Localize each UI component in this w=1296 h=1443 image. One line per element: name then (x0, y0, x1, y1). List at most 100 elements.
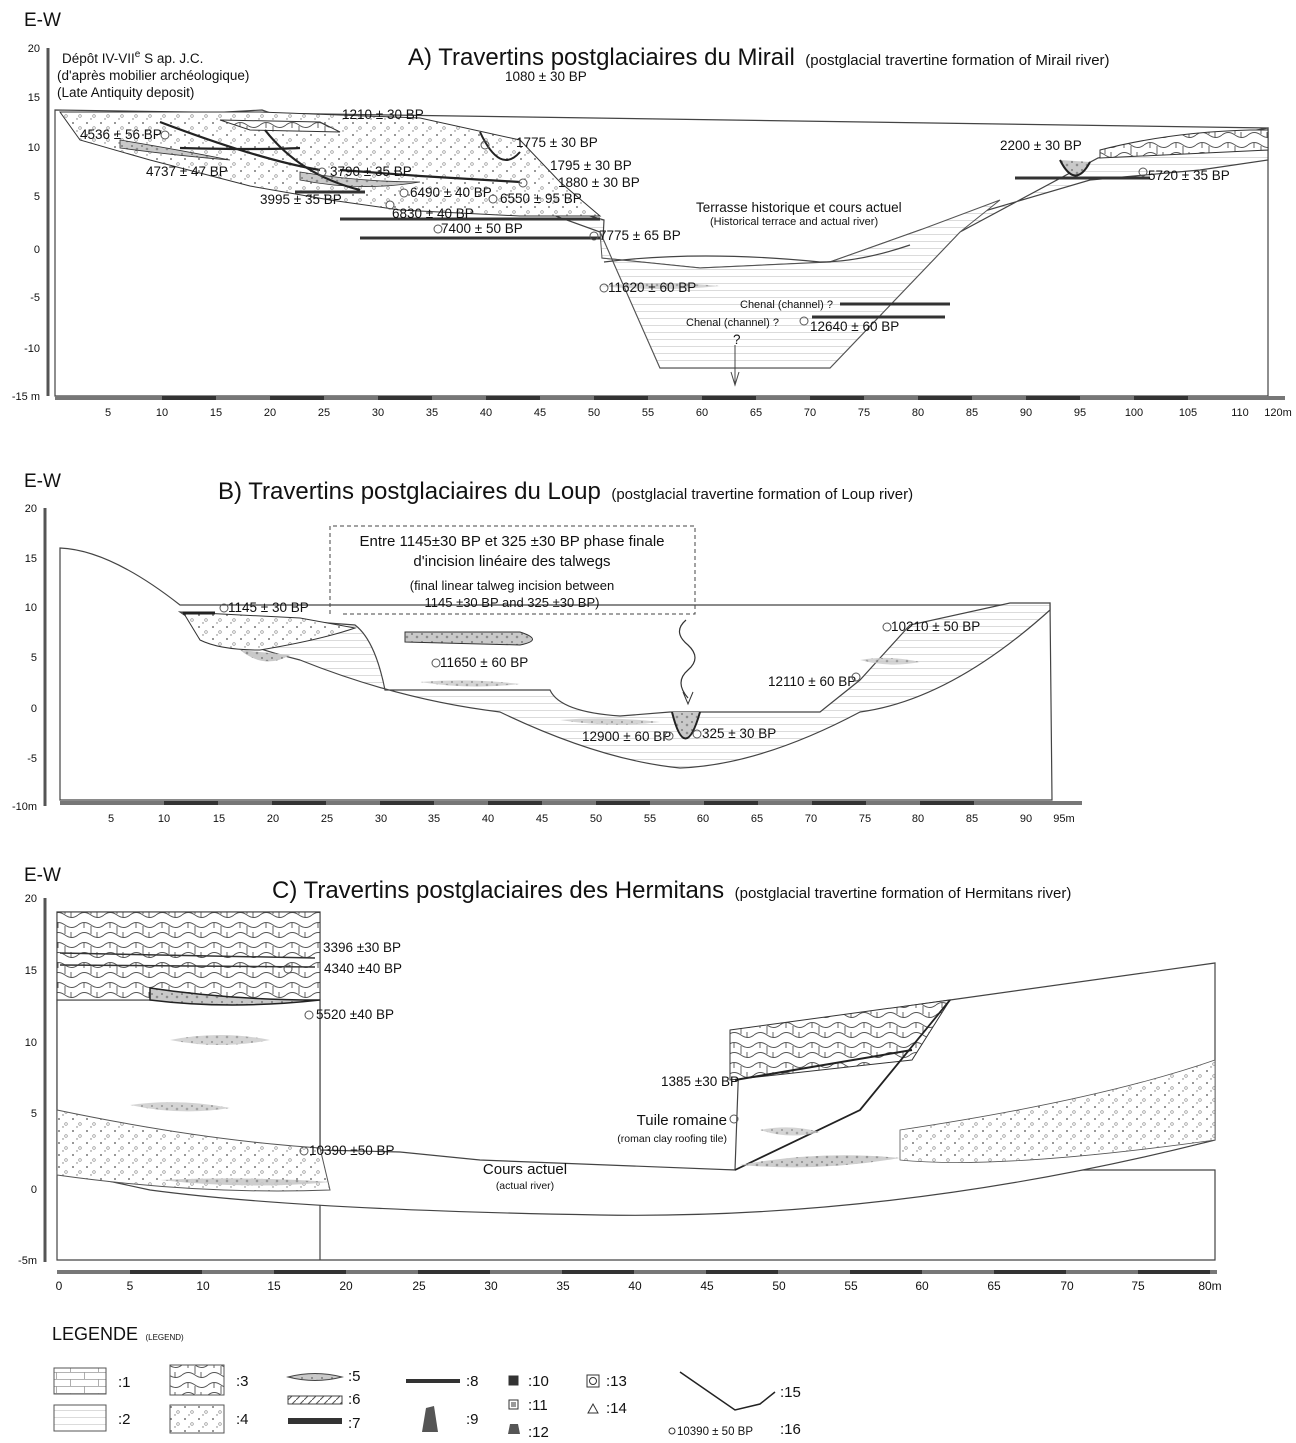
date-label: 3790 ± 35 BP (330, 164, 412, 179)
date-label: 7400 ± 50 BP (441, 221, 523, 236)
date-label: 11650 ± 60 BP (440, 655, 528, 670)
svg-text::14: :14 (606, 1400, 627, 1417)
date-label: 6830 ± 40 BP (392, 206, 474, 221)
panel-c-orientation: E-W (24, 865, 61, 886)
svg-text::2: :2 (118, 1411, 131, 1428)
svg-text:120m: 120m (1264, 407, 1292, 419)
svg-text:1145 ±30 BP and 325 ±30 BP): 1145 ±30 BP and 325 ±30 BP) (425, 595, 600, 610)
svg-text:-5: -5 (30, 292, 40, 304)
svg-text::8: :8 (466, 1373, 479, 1390)
svg-text:50: 50 (588, 407, 600, 419)
date-label: 4536 ± 56 BP (80, 127, 162, 142)
panel-a-terrace (59, 111, 602, 217)
svg-text:15: 15 (267, 1279, 281, 1293)
legend-labels: :1 :2 :3 :4 :5 :6 :7 :8 :9 :10 :11 :12 :… (118, 1368, 801, 1441)
panel-a-dates: 4536 ± 56 BP 4737 ± 47 BP 1210 ± 30 BP 1… (80, 69, 1230, 334)
panel-a-valley (599, 199, 1001, 369)
legend-swatch-fine-sediment (53, 1404, 107, 1432)
svg-text:30: 30 (372, 407, 384, 419)
svg-text:0: 0 (31, 1184, 37, 1196)
svg-text:25: 25 (321, 813, 333, 825)
panel-b-sample-markers (219, 603, 892, 741)
svg-text:95: 95 (1074, 407, 1086, 419)
svg-text:110: 110 (1231, 407, 1249, 419)
date-label: 2200 ± 30 BP (1000, 138, 1082, 153)
date-label: 6550 ± 95 BP (500, 191, 582, 206)
date-label: 12640 ± 60 BP (810, 319, 899, 334)
svg-text:Dépôt IV-VIIe S ap. J.C.: Dépôt IV-VIIe S ap. J.C. (62, 49, 203, 66)
svg-text:-10: -10 (24, 343, 40, 355)
svg-text:(Historical terrace and actual: (Historical terrace and actual river) (710, 216, 878, 228)
date-label: 1775 ± 30 BP (516, 135, 598, 150)
date-label: 1145 ± 30 BP (228, 600, 309, 615)
svg-text:20: 20 (264, 407, 276, 419)
svg-text:95m: 95m (1053, 813, 1074, 825)
svg-text::6: :6 (348, 1391, 361, 1408)
svg-text:15: 15 (28, 92, 40, 104)
svg-text:0: 0 (34, 244, 40, 256)
panel-b-dates: 1145 ± 30 BP 11650 ± 60 BP 12900 ± 60 BP… (228, 600, 980, 744)
date-label: 5520 ±40 BP (316, 1007, 394, 1022)
panel-a-y-axis: 20 15 10 5 0 -5 -10 -15 m (12, 43, 50, 403)
legend-swatch-travertine (169, 1364, 225, 1396)
svg-text:5: 5 (34, 191, 40, 203)
svg-text:50: 50 (772, 1279, 786, 1293)
panel-c-x-ticks: 0 5 10 15 20 25 30 35 40 45 50 55 60 65 … (56, 1279, 1222, 1293)
svg-text::3: :3 (236, 1373, 249, 1390)
svg-text:20: 20 (25, 503, 37, 515)
svg-text:Tuile romaine: Tuile romaine (637, 1112, 727, 1129)
svg-text:-15 m: -15 m (12, 391, 40, 403)
svg-text::9: :9 (466, 1411, 479, 1428)
date-label: 3995 ± 35 BP (260, 192, 342, 207)
svg-text:80: 80 (912, 407, 924, 419)
svg-text::15: :15 (780, 1384, 801, 1401)
svg-text:10: 10 (156, 407, 168, 419)
svg-text:15: 15 (25, 553, 37, 565)
panel-a-orientation: E-W (24, 10, 61, 31)
svg-text:40: 40 (482, 813, 494, 825)
svg-text:5: 5 (31, 652, 37, 664)
svg-text:10: 10 (196, 1279, 210, 1293)
date-label: 1795 ± 30 BP (550, 158, 632, 173)
svg-text:-10m: -10m (12, 801, 37, 813)
svg-text:25: 25 (412, 1279, 426, 1293)
svg-text:10: 10 (25, 1037, 37, 1049)
date-label: 6490 ± 40 BP (410, 185, 492, 200)
svg-text:5: 5 (108, 813, 114, 825)
svg-text:10: 10 (158, 813, 170, 825)
svg-text:90: 90 (1020, 813, 1032, 825)
svg-text:65: 65 (987, 1279, 1001, 1293)
panel-c: E-W C) Travertins postglaciaires des Her… (18, 865, 1222, 1293)
svg-text:(final linear talweg incision: (final linear talweg incision between (410, 578, 615, 593)
panel-b-orientation: E-W (24, 471, 61, 492)
date-label: 3396 ±30 BP (323, 940, 401, 955)
panel-a: E-W A) Travertins postglaciaires du Mira… (12, 10, 1292, 419)
panel-c-notes: Tuile romaine (roman clay roofing tile) … (483, 1112, 727, 1192)
panel-b-title: B) Travertins postglaciaires du Loup (po… (218, 478, 913, 505)
legend-swatch-contact (679, 1371, 776, 1411)
date-label: 10390 ±50 BP (309, 1143, 394, 1158)
legend-swatch-sample (668, 1427, 676, 1435)
panel-a-x-axis (55, 396, 1285, 400)
svg-text:100: 100 (1125, 407, 1143, 419)
svg-text:40: 40 (628, 1279, 642, 1293)
svg-text:105: 105 (1179, 407, 1197, 419)
panel-c-y-axis: 20 15 10 5 0 -5m (18, 893, 47, 1267)
date-label: 12900 ± 60 BP (582, 729, 671, 744)
legend-swatch-limestone (53, 1367, 107, 1395)
svg-text:25: 25 (318, 407, 330, 419)
panel-b-note-box: Entre 1145±30 BP et 325 ±30 BP phase fin… (329, 525, 696, 706)
svg-text:10: 10 (28, 142, 40, 154)
svg-text:35: 35 (428, 813, 440, 825)
svg-text::7: :7 (348, 1415, 361, 1432)
legend-swatch-14 (587, 1402, 599, 1414)
date-label: 7775 ± 65 BP (599, 228, 681, 243)
svg-text:(roman clay roofing tile): (roman clay roofing tile) (617, 1133, 727, 1145)
svg-text:70: 70 (1060, 1279, 1074, 1293)
svg-text:90: 90 (1020, 407, 1032, 419)
svg-text:30: 30 (375, 813, 387, 825)
svg-text:35: 35 (426, 407, 438, 419)
svg-text:85: 85 (966, 813, 978, 825)
svg-text::13: :13 (606, 1373, 627, 1390)
